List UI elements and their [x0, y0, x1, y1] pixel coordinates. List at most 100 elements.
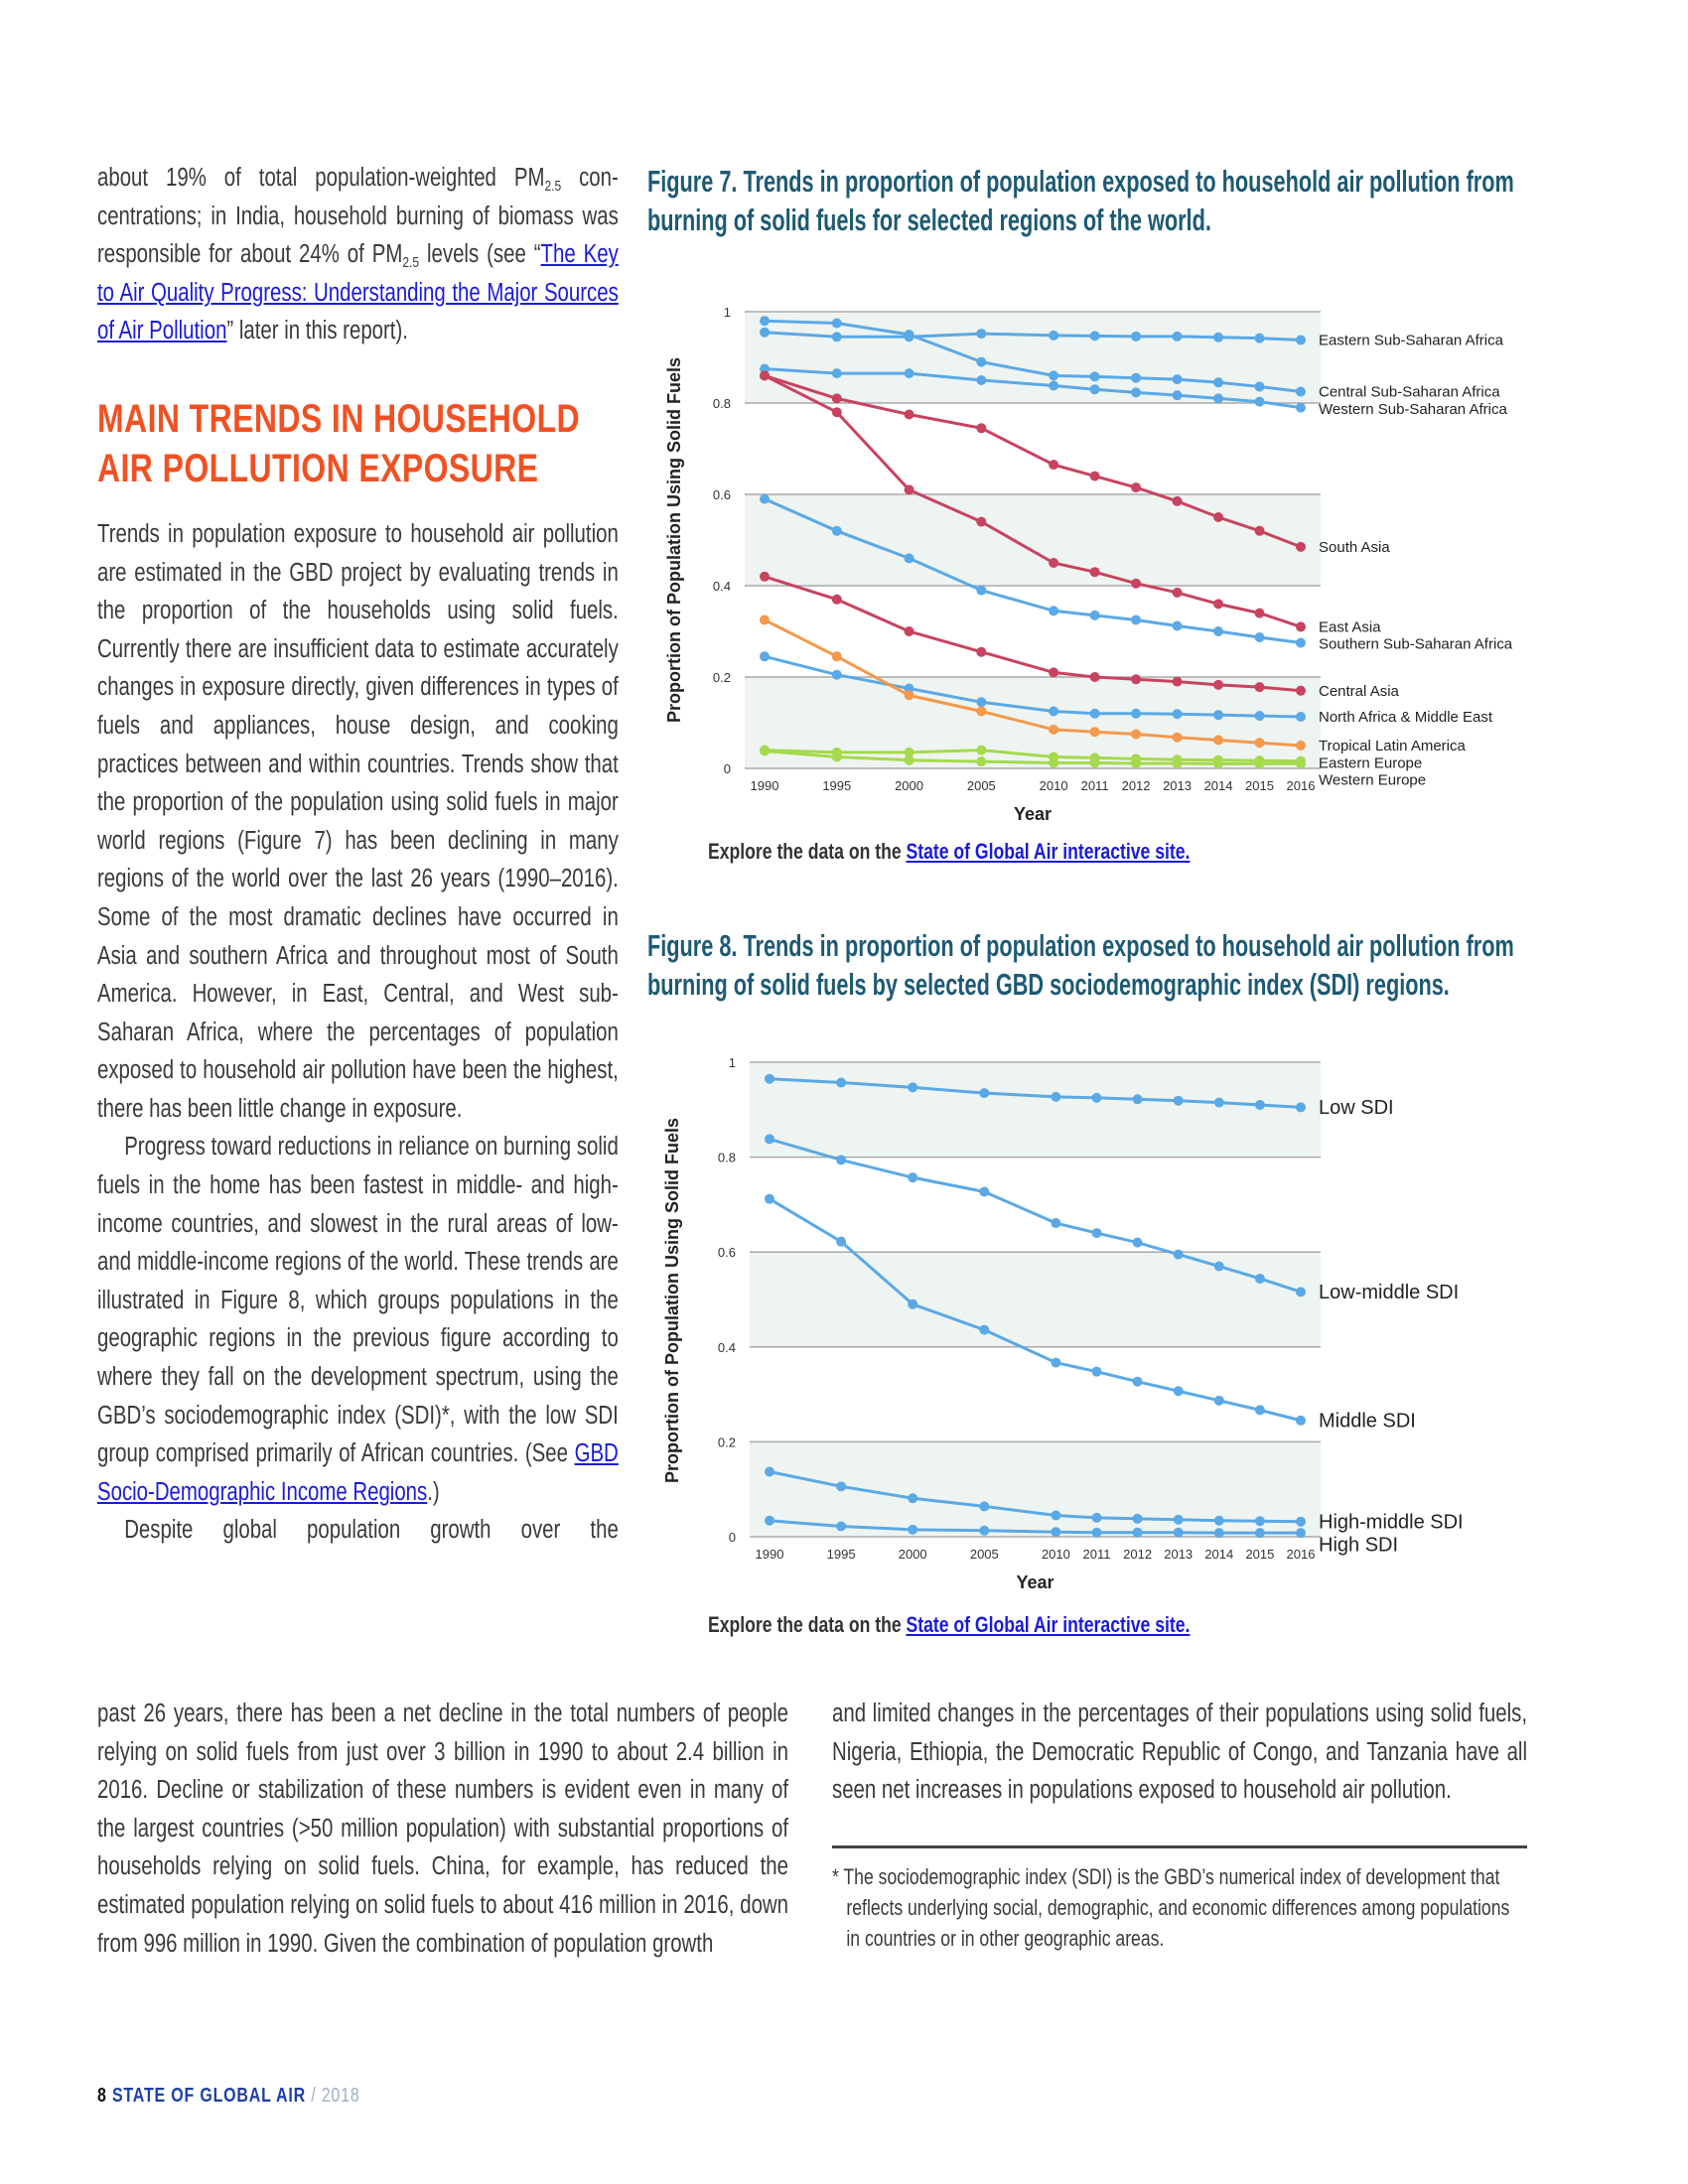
intro-text: levels (see “	[419, 240, 541, 269]
x-tick-label: 1990	[751, 778, 779, 793]
figure7-title: Figure 7. Trends in proportion of popula…	[647, 164, 1514, 237]
data-point	[1132, 1237, 1143, 1248]
data-point	[1172, 374, 1183, 385]
data-point	[1131, 674, 1142, 685]
x-tick-label: 2005	[970, 1547, 999, 1562]
series-label: Central Asia	[1319, 683, 1400, 700]
data-point	[904, 683, 914, 694]
figure8-title-block: Figure 8. Trends in proportion of popula…	[647, 926, 1521, 1004]
background-band	[750, 1062, 1321, 1158]
y-axis-title: Proportion of Population Using Solid Fue…	[662, 1118, 682, 1483]
x-tick-label: 2005	[967, 778, 996, 793]
series-label: East Asia	[1319, 618, 1381, 635]
y-tick-label: 0.2	[718, 1434, 736, 1449]
figure7-explore: Explore the data on the State of Global …	[708, 839, 1343, 865]
data-point	[765, 1466, 774, 1477]
data-point	[760, 363, 770, 374]
series-label: Western Europe	[1319, 772, 1426, 789]
data-point	[1049, 706, 1059, 717]
data-point	[1091, 1092, 1102, 1103]
data-point	[1091, 1512, 1102, 1523]
footer-separator: /	[306, 2085, 322, 2107]
intro-text: ” later in this report).	[226, 317, 408, 345]
data-point	[908, 1524, 918, 1535]
data-point	[979, 1088, 990, 1099]
key-to-air-quality-link[interactable]: The Key to Air Quality Progress: Underst…	[97, 240, 619, 345]
data-point	[1173, 1249, 1184, 1260]
intro-text: con­centrations; in India, household bur…	[97, 164, 619, 269]
footnote-divider	[832, 1844, 1527, 1848]
data-point	[904, 409, 914, 420]
y-tick-label: 0.4	[713, 579, 731, 594]
explore-text: Explore the data on the	[708, 1612, 907, 1637]
x-tick-label: 2013	[1163, 778, 1192, 793]
publication-year: 2018	[321, 2085, 360, 2107]
data-point	[1213, 1528, 1224, 1539]
data-point	[760, 571, 770, 582]
data-point	[1091, 1366, 1102, 1377]
data-point	[1254, 1516, 1265, 1527]
x-tick-label: 2000	[899, 1547, 927, 1562]
data-point	[831, 368, 842, 379]
x-tick-label: 2000	[895, 778, 923, 793]
x-tick-label: 2014	[1204, 1547, 1233, 1562]
data-point	[1296, 741, 1306, 751]
data-point	[1213, 710, 1224, 721]
data-point	[1172, 732, 1183, 743]
series-label: Eastern Europe	[1319, 754, 1422, 771]
figure7-site-link[interactable]: State of Global Air interactive site.	[906, 839, 1191, 864]
y-tick-label: 0.6	[713, 487, 731, 502]
background-band	[750, 1252, 1321, 1347]
paragraph-trends: Trends in population exposure to househo…	[97, 519, 619, 1123]
data-point	[1213, 758, 1224, 769]
series-label: North Africa & Middle East	[1319, 709, 1493, 726]
data-point	[904, 484, 914, 495]
data-point	[1131, 708, 1142, 719]
figure8-explore: Explore the data on the State of Global …	[708, 1612, 1343, 1638]
series-label: Low SDI	[1319, 1097, 1394, 1119]
data-point	[1089, 567, 1100, 578]
data-point	[836, 1481, 847, 1492]
data-point	[1296, 621, 1306, 632]
footnote-sdi: * The sociodemographic index (SDI) is th…	[832, 1863, 1510, 1951]
data-point	[1173, 1386, 1184, 1397]
figure8-site-link[interactable]: State of Global Air interactive site.	[906, 1612, 1191, 1637]
data-point	[760, 370, 770, 381]
series-label: Middle SDI	[1319, 1411, 1416, 1433]
x-tick-label: 2015	[1245, 778, 1274, 793]
data-point	[1213, 1261, 1224, 1272]
data-point	[904, 747, 914, 757]
data-point	[1296, 712, 1306, 723]
series-label: Western Sub-Saharan Africa	[1319, 401, 1507, 418]
data-point	[1213, 1395, 1224, 1406]
y-tick-label: 0	[729, 1530, 736, 1545]
y-tick-label: 1	[729, 1055, 736, 1070]
data-point	[831, 651, 842, 662]
data-point	[1051, 1357, 1061, 1368]
data-point	[1254, 738, 1265, 749]
data-point	[1254, 381, 1265, 392]
data-point	[976, 706, 987, 717]
data-point	[1296, 1287, 1306, 1297]
data-point	[1213, 332, 1224, 342]
intro-paragraph: about 19% of total population-weighted P…	[97, 159, 619, 350]
data-point	[1296, 1102, 1306, 1113]
data-point	[1296, 386, 1306, 397]
x-axis-title: Year	[1014, 804, 1052, 824]
data-point	[1049, 380, 1059, 391]
data-point	[1254, 682, 1265, 693]
data-point	[1296, 541, 1306, 552]
data-point	[1132, 1527, 1143, 1538]
bottom-right-text: and limited changes in the percentages o…	[832, 1695, 1527, 1810]
data-point	[1296, 1516, 1306, 1527]
data-point	[1131, 331, 1142, 341]
x-tick-label: 2015	[1245, 1547, 1274, 1562]
data-point	[1131, 387, 1142, 398]
x-tick-label: 2014	[1204, 778, 1233, 793]
x-tick-label: 1995	[827, 1547, 856, 1562]
data-point	[1049, 460, 1059, 471]
data-point	[1173, 1527, 1184, 1538]
gbd-sdi-regions-link[interactable]: GBD Socio-Demographic Income Regions	[97, 1439, 619, 1506]
x-tick-label: 2012	[1122, 778, 1151, 793]
data-point	[1049, 370, 1059, 381]
